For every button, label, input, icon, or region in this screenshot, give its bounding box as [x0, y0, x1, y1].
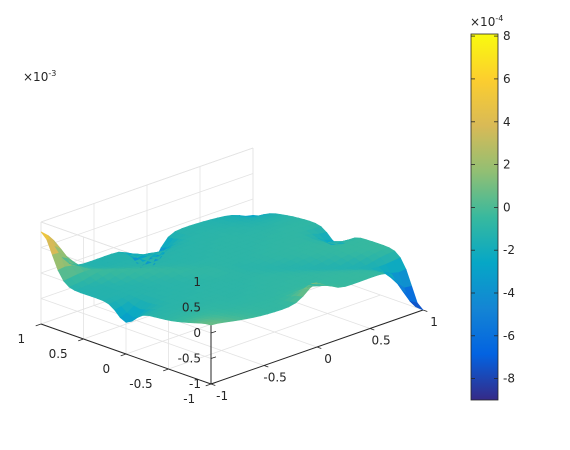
grid-line: [40, 198, 254, 274]
colorbar-ticks: -8 -6 -4 -2 0 2 4 6 8: [471, 29, 515, 386]
colorbar-tick-label: -6: [503, 329, 515, 343]
z-tick-label: 1: [193, 275, 201, 289]
y-tick-label: -0.5: [129, 377, 152, 391]
y-tick-mark: [120, 353, 127, 357]
z-tick-mark: [210, 356, 217, 359]
y-tick-label: 0.5: [49, 347, 68, 361]
z-exponent-power: -3: [48, 69, 56, 78]
z-axis-exponent: ×10-3: [23, 69, 56, 84]
z-tick-mark: [210, 382, 217, 385]
surface-cell: [409, 301, 424, 311]
colorbar-exponent-power: -4: [495, 14, 503, 23]
colorbar-tick-label: 4: [503, 115, 511, 129]
y-tick-mark: [78, 338, 84, 342]
colorbar-tick-label: 8: [503, 29, 511, 43]
x-tick-label: -0.5: [263, 370, 286, 384]
y-tick-mark: [205, 383, 212, 387]
tick-labels: -1 -0.5 0 0.5 1 -1 -0.5 0 0.5 1 -1 -0.5 0 0.5 1: [18, 275, 438, 406]
z-exponent-base: ×10: [23, 70, 48, 84]
colorbar-tick-label: -2: [503, 243, 515, 257]
z-tick-mark: [210, 331, 217, 334]
x-tick-label: 0.5: [372, 333, 391, 347]
colorbar-tick-label: 6: [503, 72, 511, 86]
box-edge: [40, 147, 254, 223]
svg-text:×10-4: ×10-4: [470, 14, 503, 29]
y-tick-label: 1: [18, 332, 26, 346]
colorbar-tick-label: -4: [503, 286, 515, 300]
x-tick-mark: [316, 346, 322, 349]
z-tick-label: -0.5: [178, 352, 201, 366]
x-tick-label: 1: [430, 315, 438, 329]
x-tick-mark: [263, 365, 269, 368]
x-tick-mark: [422, 309, 428, 312]
x-tick-label: 0: [324, 352, 332, 366]
z-tick-label: 0.5: [182, 301, 201, 315]
y-tick-mark: [163, 368, 169, 372]
colorbar-tick-label: 2: [503, 158, 511, 172]
colorbar-tick-label: -8: [503, 372, 515, 386]
svg-text:×10-3: ×10-3: [23, 69, 56, 84]
x-tick-mark: [369, 328, 375, 331]
x-tick-label: -1: [216, 389, 228, 403]
x-tick-mark: [210, 383, 216, 386]
axes-layer: [35, 280, 428, 387]
y-tick-label: 0: [103, 362, 111, 376]
z-tick-label: 0: [193, 326, 201, 340]
grid-line: [40, 173, 254, 248]
y-tick-label: -1: [183, 392, 195, 406]
colorbar-tick-label: 0: [503, 200, 511, 214]
colorbar-gradient: [470, 33, 499, 401]
z-tick-label: -1: [189, 377, 201, 391]
y-tick-mark: [35, 323, 42, 327]
surface-plot: [40, 213, 424, 326]
colorbar-exponent-base: ×10: [470, 15, 495, 29]
